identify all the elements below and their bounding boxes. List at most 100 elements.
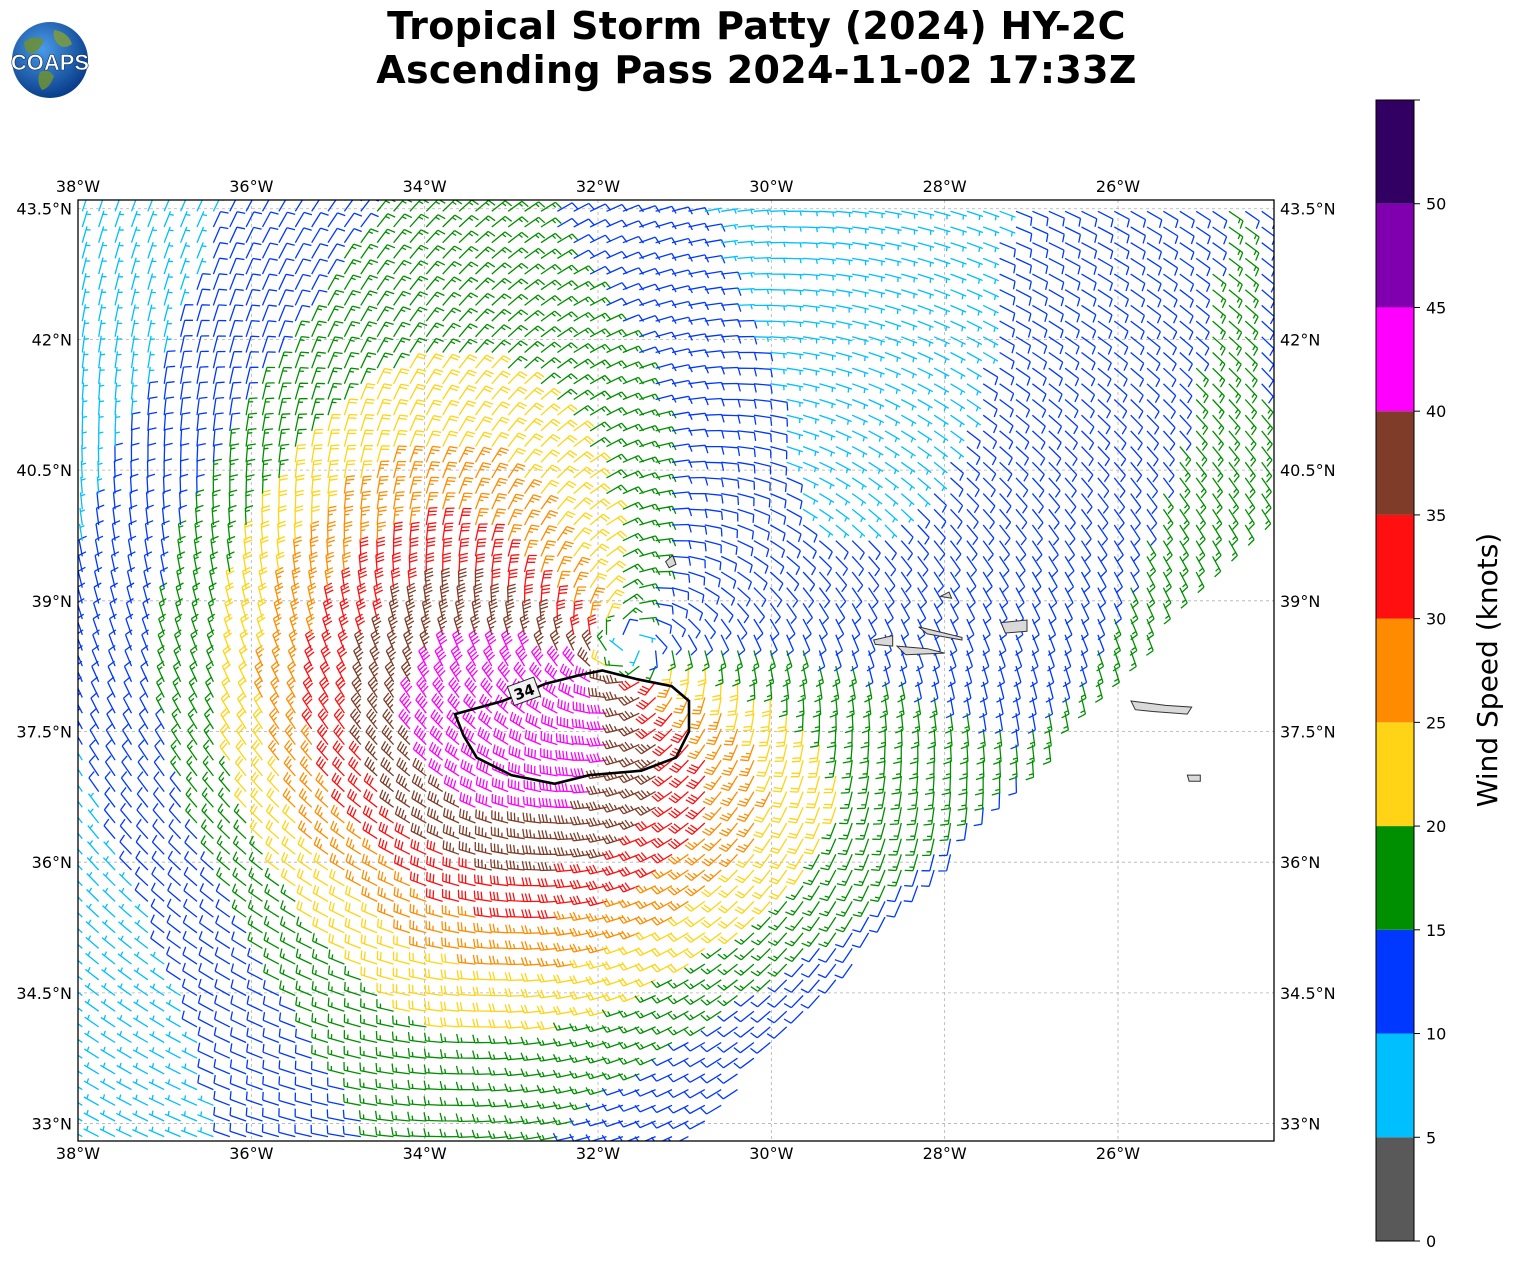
- wind-barb: [409, 476, 423, 494]
- wind-barb: [667, 979, 689, 989]
- wind-barb: [805, 791, 821, 809]
- wind-barb: [585, 817, 607, 828]
- wind-barb: [683, 1010, 706, 1021]
- wind-barb: [671, 602, 689, 619]
- wind-barb: [130, 257, 140, 275]
- wind-barb: [1095, 665, 1104, 688]
- wind-barb: [423, 1064, 443, 1075]
- wind-barb: [302, 676, 314, 698]
- wind-barb: [259, 551, 269, 573]
- wind-barb: [933, 461, 948, 476]
- wind-barb: [1113, 446, 1127, 467]
- wind-barb: [474, 446, 492, 463]
- lat-tick-label-left: 33°N: [32, 1115, 72, 1134]
- wind-barb: [1081, 477, 1094, 498]
- wind-barb: [387, 613, 398, 635]
- wind-barb: [278, 242, 295, 259]
- wind-barb: [721, 430, 741, 440]
- wind-barb: [432, 676, 445, 698]
- wind-barb: [950, 336, 966, 348]
- wind-barb: [767, 963, 788, 977]
- wind-barb: [753, 492, 771, 508]
- wind-barb: [165, 1031, 181, 1044]
- wind-barb: [312, 916, 329, 934]
- wind-barb: [360, 321, 377, 338]
- wind-barb: [982, 210, 1000, 221]
- wind-barb: [601, 849, 624, 861]
- wind-barb: [585, 864, 607, 875]
- wind-barb: [840, 775, 853, 794]
- wind-barb: [721, 223, 739, 230]
- wind-barb: [890, 791, 902, 810]
- wind-barb: [769, 571, 784, 592]
- wind-barb: [1064, 304, 1081, 323]
- wind-barb: [1195, 273, 1211, 293]
- wind-barb: [264, 883, 280, 902]
- wind-barb: [261, 273, 278, 290]
- wind-barb: [753, 524, 770, 541]
- wind-barb: [98, 413, 104, 431]
- wind-barb: [229, 273, 245, 290]
- wind-barb: [1113, 383, 1128, 403]
- wind-barb: [393, 903, 411, 918]
- colorbar-bin: [1376, 307, 1414, 412]
- wind-barb: [216, 835, 231, 855]
- wind-barb: [295, 1012, 312, 1028]
- wind-barb: [999, 414, 1014, 434]
- wind-barb: [1163, 226, 1179, 244]
- wind-barb: [802, 414, 820, 424]
- wind-barb: [235, 723, 247, 745]
- wind-barb: [292, 536, 302, 557]
- wind-barb: [474, 508, 489, 526]
- wind-barb: [742, 713, 755, 732]
- wind-barb: [1097, 399, 1112, 419]
- wind-barb: [909, 744, 919, 765]
- wind-barb: [383, 676, 395, 698]
- wind-barb: [458, 857, 476, 871]
- wind-barb: [433, 660, 446, 683]
- wind-barb: [196, 335, 210, 353]
- wind-barb: [148, 1126, 165, 1138]
- wind-barb: [85, 919, 100, 934]
- wind-barb: [801, 916, 820, 932]
- wind-barb: [1130, 289, 1146, 308]
- wind-barb: [950, 257, 967, 268]
- wind-barb: [441, 921, 460, 934]
- wind-barb: [442, 461, 458, 479]
- wind-barb: [1244, 430, 1257, 452]
- wind-barb: [182, 962, 198, 981]
- wind-barb: [1212, 367, 1226, 388]
- wind-barb: [997, 665, 1006, 688]
- wind-barb: [135, 834, 149, 855]
- wind-barb: [524, 746, 542, 761]
- wind-barb: [1228, 289, 1243, 309]
- wind-barb: [993, 744, 1002, 765]
- wind-barb: [98, 429, 104, 447]
- wind-barb: [408, 1000, 427, 1012]
- wind-barb: [245, 304, 261, 322]
- wind-barb: [1212, 524, 1223, 546]
- wind-barb: [966, 210, 984, 221]
- wind-barb: [223, 629, 233, 651]
- wind-barb: [507, 386, 528, 400]
- wind-barb: [688, 476, 709, 486]
- wind-barb: [999, 508, 1012, 530]
- wind-barb: [751, 916, 771, 931]
- wind-barb: [496, 677, 509, 698]
- wind-barb: [524, 524, 540, 541]
- wind-barb: [737, 492, 755, 507]
- wind-barb: [78, 1038, 83, 1044]
- wind-barb: [138, 723, 149, 745]
- wind-barb: [251, 739, 264, 761]
- wind-barb: [557, 202, 579, 212]
- wind-barb: [949, 603, 959, 625]
- wind-barb: [1064, 226, 1082, 243]
- wind-barb: [147, 442, 157, 463]
- wind-barb: [311, 413, 324, 432]
- wind-barb: [215, 915, 231, 934]
- wind-barb: [99, 1110, 116, 1122]
- wind-barb: [704, 555, 722, 571]
- wind-barb: [1130, 320, 1145, 340]
- wind-barb: [504, 1115, 525, 1124]
- wind-barb: [589, 405, 611, 416]
